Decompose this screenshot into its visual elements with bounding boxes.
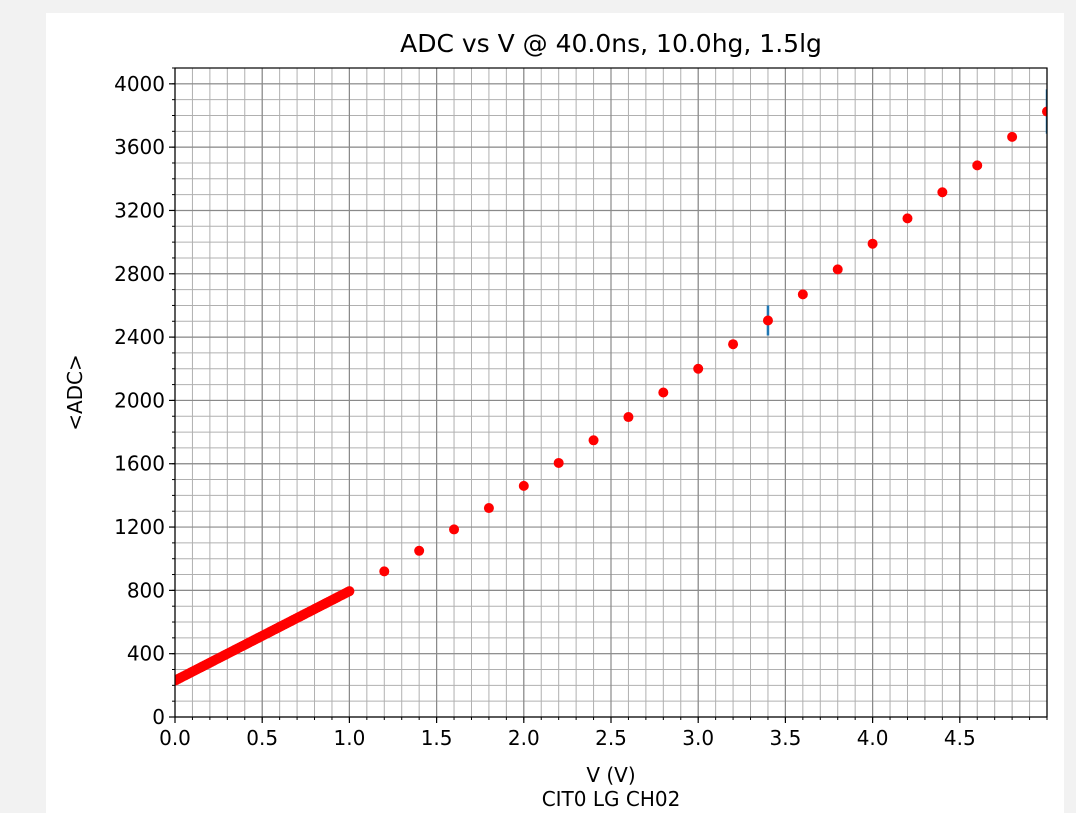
x-tick-label: 0.5 <box>246 726 278 750</box>
y-tick-label: 2800 <box>114 262 165 286</box>
x-tick-label: 1.0 <box>333 726 365 750</box>
data-point <box>449 524 460 535</box>
data-point <box>518 480 529 491</box>
y-tick-label: 2000 <box>114 388 165 412</box>
data-point <box>553 457 564 468</box>
chart-caption: CIT0 LG CH02 <box>542 787 681 811</box>
y-tick-label: 0 <box>152 705 165 729</box>
chart-svg: 0.0 0.5 1.0 1.5 2.0 2.5 3.0 3.5 4.0 4.5 0 400 800 120… <box>63 29 1048 811</box>
chart-title: ADC vs V @ 40.0ns, 10.0hg, 1.5lg <box>400 29 822 58</box>
grid-layer <box>174 67 1048 718</box>
data-point <box>832 264 843 275</box>
x-tick-label: 4.0 <box>857 726 889 750</box>
data-point <box>379 566 390 577</box>
marks-layer <box>175 89 1047 686</box>
data-point <box>414 545 425 556</box>
y-tick-label: 1200 <box>114 515 165 539</box>
data-point <box>693 363 704 374</box>
data-point <box>937 187 948 198</box>
data-point <box>902 213 913 224</box>
y-axis-label: <ADC> <box>63 354 87 431</box>
data-point <box>867 238 878 249</box>
data-point <box>972 160 983 171</box>
ticks-layer: 0.0 0.5 1.0 1.5 2.0 2.5 3.0 3.5 4.0 4.5 0 400 800 120… <box>114 67 1048 750</box>
data-point-dense <box>344 586 355 597</box>
y-tick-label: 400 <box>127 642 165 666</box>
x-tick-label: 1.5 <box>421 726 453 750</box>
x-tick-label: 2.0 <box>508 726 540 750</box>
data-point <box>623 412 634 423</box>
data-point <box>588 435 599 446</box>
data-point <box>797 289 808 300</box>
y-tick-label: 3200 <box>114 198 165 222</box>
y-tick-label: 3600 <box>114 135 165 159</box>
x-tick-label: 4.5 <box>944 726 976 750</box>
data-point <box>483 503 494 514</box>
x-tick-label: 0.0 <box>159 726 191 750</box>
data-point <box>658 387 669 398</box>
x-axis-label: V (V) <box>586 763 635 787</box>
y-tick-label: 800 <box>127 578 165 602</box>
y-tick-label: 1600 <box>114 452 165 476</box>
x-tick-label: 3.5 <box>769 726 801 750</box>
data-point <box>728 339 739 350</box>
data-point <box>762 315 773 326</box>
figure: 0.0 0.5 1.0 1.5 2.0 2.5 3.0 3.5 4.0 4.5 0 400 800 120… <box>46 13 1064 813</box>
data-point <box>1007 131 1018 142</box>
data-point <box>1042 106 1047 117</box>
x-tick-label: 3.0 <box>682 726 714 750</box>
y-tick-label: 2400 <box>114 325 165 349</box>
x-tick-label: 2.5 <box>595 726 627 750</box>
y-tick-label: 4000 <box>114 72 165 96</box>
